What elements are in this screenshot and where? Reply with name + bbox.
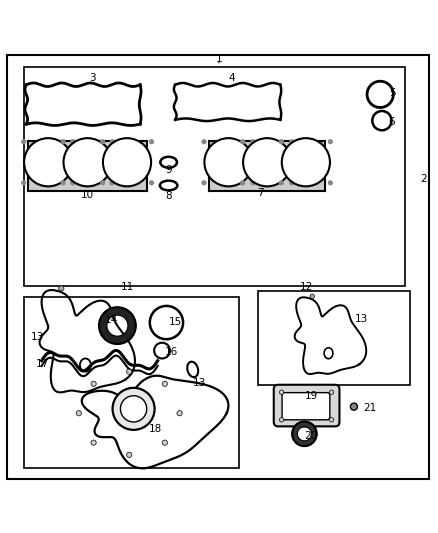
Circle shape bbox=[70, 180, 75, 185]
Circle shape bbox=[162, 381, 167, 386]
Circle shape bbox=[289, 180, 294, 185]
Circle shape bbox=[110, 139, 115, 144]
Circle shape bbox=[251, 139, 256, 144]
Circle shape bbox=[282, 138, 330, 187]
Circle shape bbox=[64, 138, 112, 187]
Bar bbox=[24, 67, 405, 286]
Circle shape bbox=[329, 418, 334, 422]
Text: 6: 6 bbox=[389, 117, 396, 127]
Circle shape bbox=[205, 138, 253, 187]
Circle shape bbox=[127, 369, 132, 374]
Text: 17: 17 bbox=[36, 359, 49, 369]
Circle shape bbox=[310, 294, 314, 298]
Circle shape bbox=[100, 180, 105, 185]
Circle shape bbox=[240, 180, 245, 185]
Text: 13: 13 bbox=[355, 314, 368, 324]
Circle shape bbox=[177, 410, 182, 416]
Circle shape bbox=[100, 139, 105, 144]
Text: 2: 2 bbox=[420, 174, 427, 184]
Circle shape bbox=[201, 180, 207, 185]
Circle shape bbox=[279, 180, 284, 185]
Circle shape bbox=[279, 139, 284, 144]
Circle shape bbox=[149, 139, 154, 144]
Text: 11: 11 bbox=[120, 281, 134, 292]
Text: 9: 9 bbox=[165, 165, 172, 175]
Text: 1: 1 bbox=[215, 54, 223, 64]
Text: 16: 16 bbox=[165, 347, 178, 357]
FancyBboxPatch shape bbox=[282, 393, 330, 420]
Circle shape bbox=[350, 403, 357, 410]
Bar bbox=[28, 141, 147, 191]
Circle shape bbox=[162, 440, 167, 445]
Wedge shape bbox=[99, 307, 136, 344]
Bar bbox=[24, 297, 239, 468]
Text: 21: 21 bbox=[364, 402, 377, 413]
Text: 3: 3 bbox=[88, 73, 95, 83]
Text: 14: 14 bbox=[105, 315, 118, 325]
Text: 12: 12 bbox=[300, 281, 313, 292]
Circle shape bbox=[59, 286, 64, 291]
Circle shape bbox=[103, 138, 151, 187]
Circle shape bbox=[328, 180, 333, 185]
Wedge shape bbox=[292, 422, 317, 446]
Text: 20: 20 bbox=[304, 431, 318, 441]
Text: 18: 18 bbox=[149, 424, 162, 434]
Circle shape bbox=[240, 139, 245, 144]
Circle shape bbox=[21, 139, 26, 144]
Circle shape bbox=[279, 390, 284, 394]
Circle shape bbox=[21, 180, 26, 185]
Circle shape bbox=[60, 139, 66, 144]
Circle shape bbox=[120, 395, 147, 422]
Text: 13: 13 bbox=[31, 332, 44, 342]
Text: 7: 7 bbox=[257, 188, 264, 198]
Circle shape bbox=[113, 388, 155, 430]
Text: 5: 5 bbox=[389, 88, 396, 99]
Circle shape bbox=[60, 180, 66, 185]
Text: 4: 4 bbox=[229, 73, 236, 83]
Circle shape bbox=[251, 180, 256, 185]
Circle shape bbox=[127, 452, 132, 457]
Bar bbox=[258, 290, 410, 385]
Circle shape bbox=[149, 180, 154, 185]
Text: 13: 13 bbox=[193, 377, 206, 387]
Circle shape bbox=[329, 390, 334, 394]
Circle shape bbox=[201, 139, 207, 144]
Circle shape bbox=[24, 138, 72, 187]
Circle shape bbox=[279, 418, 284, 422]
Circle shape bbox=[243, 138, 291, 187]
Circle shape bbox=[91, 440, 96, 445]
Text: 19: 19 bbox=[304, 391, 318, 401]
Bar bbox=[209, 141, 325, 191]
Circle shape bbox=[76, 410, 81, 416]
Circle shape bbox=[110, 180, 115, 185]
Text: 10: 10 bbox=[81, 190, 94, 200]
FancyBboxPatch shape bbox=[274, 385, 339, 426]
Circle shape bbox=[70, 139, 75, 144]
Circle shape bbox=[289, 139, 294, 144]
Circle shape bbox=[328, 139, 333, 144]
Circle shape bbox=[91, 381, 96, 386]
Text: 8: 8 bbox=[165, 190, 172, 200]
Text: 15: 15 bbox=[169, 317, 182, 327]
